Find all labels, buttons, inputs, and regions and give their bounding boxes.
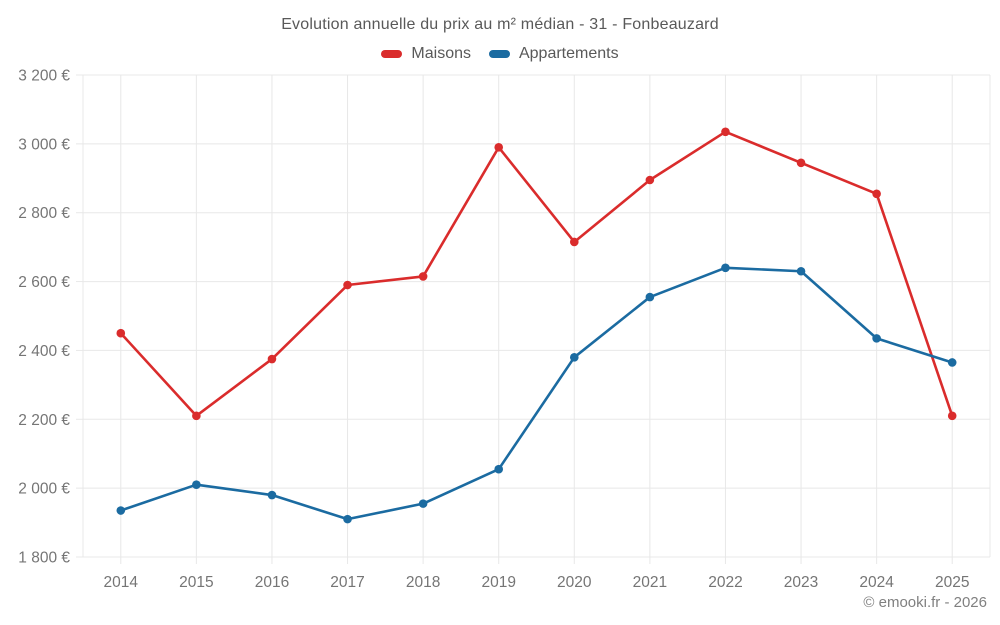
data-point-appartements-2018[interactable] (418, 499, 428, 508)
data-point-maisons-2018[interactable] (418, 272, 428, 281)
data-point-maisons-2023[interactable] (796, 158, 806, 168)
x-axis-tick-label: 2015 (179, 574, 213, 591)
x-axis-tick-label: 2025 (935, 574, 969, 591)
data-point-appartements-2019[interactable] (494, 464, 504, 474)
data-point-maisons-2025[interactable] (947, 411, 957, 421)
chart-title: Evolution annuelle du prix au m² médian … (281, 16, 719, 33)
x-axis-tick-label: 2014 (104, 574, 139, 591)
data-point-maisons-2015[interactable] (192, 411, 201, 421)
data-point-maisons-2019[interactable] (494, 143, 504, 152)
y-axis-tick-label: 2 400 € (18, 343, 70, 360)
x-axis-tick-label: 2024 (859, 574, 894, 591)
legend-item-maisons[interactable]: Maisons (381, 45, 471, 63)
x-axis-tick-label: 2018 (406, 574, 440, 591)
data-point-appartements-2023[interactable] (796, 266, 806, 276)
x-axis-tick-label: 2017 (330, 574, 364, 591)
y-axis-tick-label: 2 000 € (18, 481, 70, 498)
data-point-appartements-2016[interactable] (267, 490, 277, 500)
legend-label-maisons: Maisons (411, 45, 471, 62)
x-axis-tick-label: 2021 (633, 574, 667, 591)
y-axis-tick-label: 3 000 € (18, 136, 70, 153)
x-axis-tick-label: 2023 (784, 574, 818, 591)
y-axis-tick-label: 3 200 € (18, 68, 70, 85)
y-axis-tick-label: 2 800 € (18, 205, 70, 222)
data-point-appartements-2024[interactable] (872, 334, 881, 343)
x-axis-tick-label: 2022 (708, 574, 742, 591)
appartements-series-swatch-icon (488, 50, 510, 58)
legend-item-appartements[interactable]: Appartements (488, 45, 619, 63)
data-point-maisons-2021[interactable] (645, 175, 655, 185)
data-point-appartements-2021[interactable] (645, 292, 655, 302)
data-point-appartements-2022[interactable] (721, 263, 730, 273)
x-axis-tick-label: 2016 (255, 574, 289, 591)
data-point-appartements-2015[interactable] (192, 480, 201, 490)
series-line-maisons (119, 130, 954, 418)
chart-legend: Maisons Appartements (0, 45, 1000, 63)
data-point-appartements-2014[interactable] (116, 506, 126, 515)
data-point-maisons-2020[interactable] (569, 237, 579, 247)
watermark: © emooki.fr - 2026 (863, 594, 987, 611)
maisons-series-swatch-icon (381, 50, 403, 58)
series-line-appartements (119, 266, 954, 521)
data-point-appartements-2017[interactable] (343, 514, 352, 524)
data-point-maisons-2022[interactable] (721, 127, 730, 137)
data-point-maisons-2016[interactable] (267, 354, 277, 364)
data-point-maisons-2014[interactable] (116, 328, 126, 338)
data-point-appartements-2025[interactable] (947, 358, 957, 367)
legend-label-appartements: Appartements (518, 45, 619, 62)
x-axis-tick-label: 2019 (481, 574, 515, 591)
data-point-maisons-2024[interactable] (872, 189, 881, 199)
x-axis-tick-label: 2020 (557, 574, 592, 591)
y-axis-tick-label: 2 200 € (18, 412, 70, 429)
data-point-appartements-2020[interactable] (569, 353, 579, 362)
data-point-maisons-2017[interactable] (343, 280, 352, 290)
y-axis-tick-label: 1 800 € (18, 550, 70, 567)
y-axis-tick-label: 2 600 € (18, 274, 70, 291)
